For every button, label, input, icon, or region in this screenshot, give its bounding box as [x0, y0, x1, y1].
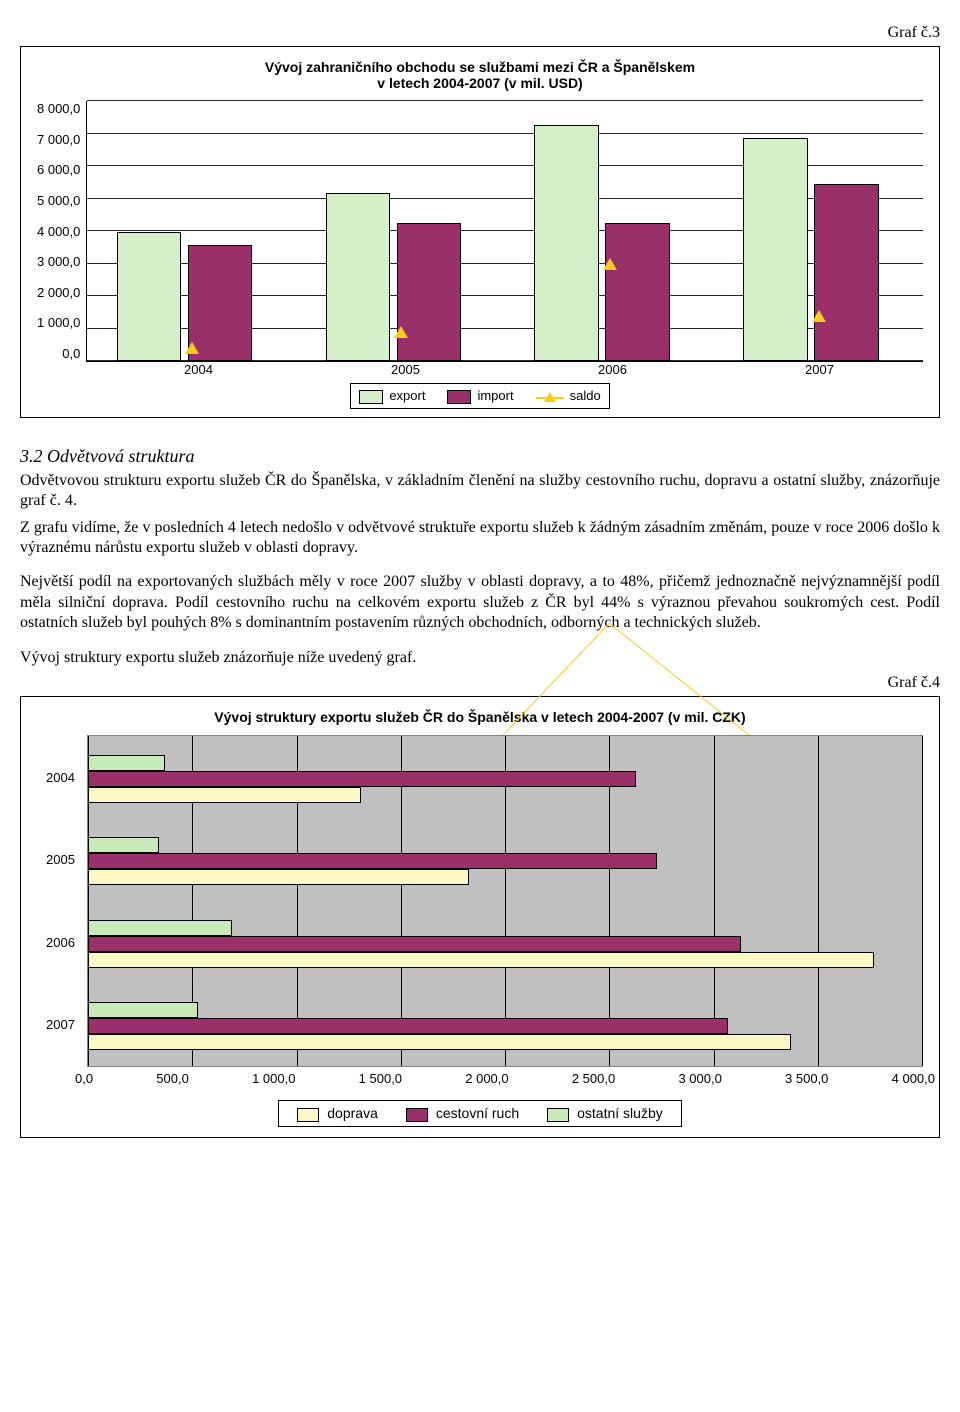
legend-item-import: import [447, 388, 513, 404]
hbar-cest [88, 771, 636, 787]
xaxis-label: 2 500,0 [572, 1071, 615, 1086]
chart-2-xlabels: 0,0 500,0 1 000,0 1 500,0 2 000,0 2 500,0 3 00… [75, 1071, 935, 1086]
hbar-doprava [88, 787, 361, 803]
para-4: Vývoj struktury exportu služeb znázorňuj… [20, 648, 940, 668]
bar-group [87, 101, 296, 361]
yaxis-label: 3 000,0 [37, 254, 80, 269]
export-bar [117, 232, 182, 361]
xaxis-label: 2 000,0 [465, 1071, 508, 1086]
hbar-doprava [88, 1034, 791, 1050]
yaxis-label: 2006 [46, 935, 75, 950]
xaxis-label: 500,0 [156, 1071, 189, 1086]
export-bar [743, 138, 808, 361]
hbar-ostatni [88, 755, 165, 771]
chart-1-legend: export import saldo [350, 383, 609, 409]
hbar-doprava [88, 869, 469, 885]
xaxis-label: 4 000,0 [892, 1071, 935, 1086]
hbar-ostatni [88, 1002, 198, 1018]
yaxis-label: 2005 [46, 852, 75, 867]
chart-2-plot: 2004200520062007 [87, 735, 923, 1067]
bar-group [296, 101, 505, 361]
import-bar [605, 223, 670, 362]
figure-label-4: Graf č.4 [20, 674, 940, 692]
figure-label-3: Graf č.3 [20, 24, 940, 42]
yaxis-label: 7 000,0 [37, 132, 80, 147]
import-bar [188, 245, 253, 361]
yaxis-label: 2007 [46, 1017, 75, 1032]
legend-item-saldo: saldo [536, 388, 601, 403]
import-bar [814, 184, 879, 362]
yaxis-label: 5 000,0 [37, 193, 80, 208]
hbar-cest [88, 853, 657, 869]
export-bar [326, 193, 391, 361]
xaxis-label: 2007 [716, 362, 923, 377]
export-bar [534, 125, 599, 361]
xaxis-label: 2005 [302, 362, 509, 377]
bar-group [505, 101, 714, 361]
section-heading: 3.2 Odvětvová struktura [20, 446, 940, 467]
para-1: Odvětvovou strukturu exportu služeb ČR d… [20, 471, 940, 512]
yaxis-label: 4 000,0 [37, 224, 80, 239]
xaxis-label: 3 500,0 [785, 1071, 828, 1086]
legend-item-export: export [359, 388, 425, 404]
yaxis-label: 6 000,0 [37, 162, 80, 177]
xaxis-label: 3 000,0 [678, 1071, 721, 1086]
chart-1-title: Vývoj zahraničního obchodu se službami m… [37, 59, 923, 91]
chart-1-ylabels: 8 000,0 7 000,0 6 000,0 5 000,0 4 000,0 3 000… [37, 101, 86, 361]
yaxis-label: 2004 [46, 770, 75, 785]
xaxis-label: 2006 [509, 362, 716, 377]
para-2: Z grafu vidíme, že v posledních 4 letech… [20, 518, 940, 559]
bar-group [714, 101, 923, 361]
xaxis-label: 1 000,0 [252, 1071, 295, 1086]
chart-2-container: Vývoj struktury exportu služeb ČR do Špa… [20, 696, 940, 1137]
hbar-ostatni [88, 837, 159, 853]
hbar-cest [88, 936, 741, 952]
chart-1-container: Vývoj zahraničního obchodu se službami m… [20, 46, 940, 418]
legend-item-cestovni-ruch: cestovní ruch [406, 1105, 519, 1121]
chart-1-plot [86, 101, 923, 362]
hbar-doprava [88, 952, 874, 968]
yaxis-label: 1 000,0 [37, 315, 80, 330]
chart-2-legend: doprava cestovní ruch ostatní služby [278, 1100, 681, 1126]
yaxis-label: 0,0 [62, 346, 80, 361]
xaxis-label: 1 500,0 [359, 1071, 402, 1086]
xaxis-label: 2004 [95, 362, 302, 377]
import-bar [397, 223, 462, 362]
yaxis-label: 8 000,0 [37, 101, 80, 116]
xaxis-label: 0,0 [75, 1071, 93, 1086]
hbar-cest [88, 1018, 728, 1034]
para-3: Největší podíl na exportovaných službách… [20, 572, 940, 633]
chart-2-title: Vývoj struktury exportu služeb ČR do Špa… [37, 709, 923, 725]
legend-item-ostatni: ostatní služby [547, 1105, 663, 1121]
legend-item-doprava: doprava [297, 1105, 378, 1121]
chart-1-xlabels: 2004200520062007 [37, 362, 923, 377]
hbar-ostatni [88, 920, 232, 936]
yaxis-label: 2 000,0 [37, 285, 80, 300]
